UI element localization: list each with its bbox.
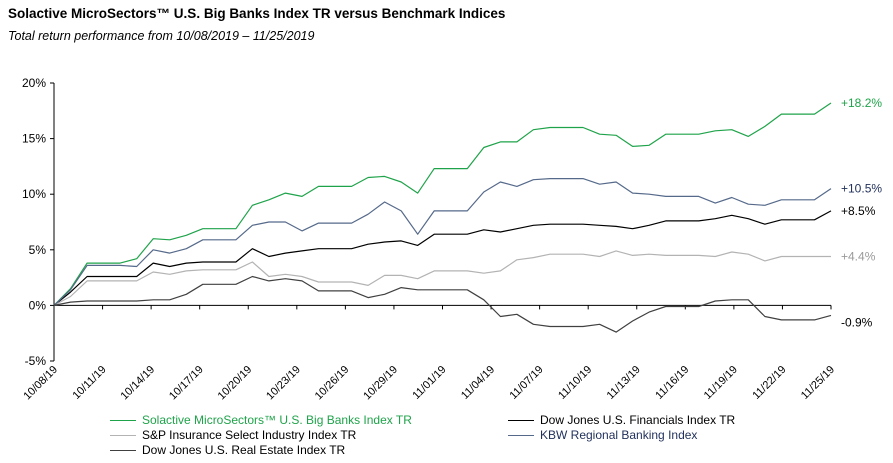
y-tick-label: -5% (25, 354, 47, 368)
y-tick-label: 20% (22, 76, 46, 90)
series-line-regional-banking (53, 178, 832, 306)
x-tick-label: 11/25/19 (799, 364, 837, 402)
legend-swatch-insurance (110, 434, 136, 436)
series-line-insurance (53, 250, 831, 306)
x-tick-label: 10/26/19 (313, 364, 352, 403)
y-tick-label: 10% (22, 187, 46, 201)
y-tick-label: 0% (29, 298, 47, 312)
x-tick-label: 10/17/19 (167, 364, 206, 403)
legend-label-financials: Dow Jones U.S. Financials Index TR (540, 413, 736, 427)
legend-item-real-estate: Dow Jones U.S. Real Estate Index TR (110, 443, 345, 457)
legend-item-financials: Dow Jones U.S. Financials Index TR (508, 413, 735, 427)
x-tick-label: 11/04/19 (459, 364, 497, 402)
x-tick-label: 11/01/19 (410, 364, 448, 402)
legend-item-regional-banking: KBW Regional Banking Index (508, 428, 697, 442)
x-tick-label: 11/13/19 (605, 364, 643, 402)
legend-label-insurance: S&P Insurance Select Industry Index TR (142, 428, 357, 442)
chart-subtitle: Total return performance from 10/08/2019… (8, 29, 315, 43)
legend-item-big-banks: Solactive MicroSectors™ U.S. Big Banks I… (110, 413, 412, 427)
series-line-big-banks (53, 102, 832, 306)
legend-swatch-financials (508, 419, 534, 421)
series-line-real-estate (53, 275, 832, 333)
x-tick-label: 10/14/19 (118, 364, 157, 403)
x-tick-label: 10/29/19 (361, 364, 400, 403)
x-tick-label: 11/10/19 (556, 364, 594, 402)
end-label-real-estate: -0.9% (841, 315, 873, 329)
y-tick-label: 5% (29, 243, 47, 257)
legend-swatch-big-banks (110, 419, 136, 421)
end-label-regional-banking: +10.5% (841, 182, 882, 196)
x-tick-label: 10/11/19 (70, 364, 108, 402)
legend-label-big-banks: Solactive MicroSectors™ U.S. Big Banks I… (142, 413, 412, 427)
end-label-big-banks: +18.2% (841, 96, 882, 110)
x-tick-label: 11/22/19 (750, 364, 788, 402)
legend-label-regional-banking: KBW Regional Banking Index (540, 428, 698, 442)
end-label-financials: +8.5% (841, 204, 876, 218)
x-tick-label: 11/16/19 (653, 364, 691, 402)
x-tick-label: 10/20/19 (216, 364, 255, 403)
legend-swatch-real-estate (110, 449, 136, 451)
end-label-insurance: +4.4% (841, 249, 876, 263)
legend-swatch-regional-banking (508, 434, 534, 436)
x-tick-label: 11/19/19 (702, 364, 740, 402)
chart-title: Solactive MicroSectors™ U.S. Big Banks I… (8, 6, 506, 21)
x-tick-label: 11/07/19 (508, 364, 546, 402)
series-line-financials (53, 210, 832, 306)
y-tick-label: 15% (22, 132, 46, 146)
legend-label-real-estate: Dow Jones U.S. Real Estate Index TR (142, 443, 346, 457)
x-tick-label: 10/23/19 (264, 364, 303, 403)
x-tick-label: 10/08/19 (21, 364, 60, 403)
legend-item-insurance: S&P Insurance Select Industry Index TR (110, 428, 356, 442)
